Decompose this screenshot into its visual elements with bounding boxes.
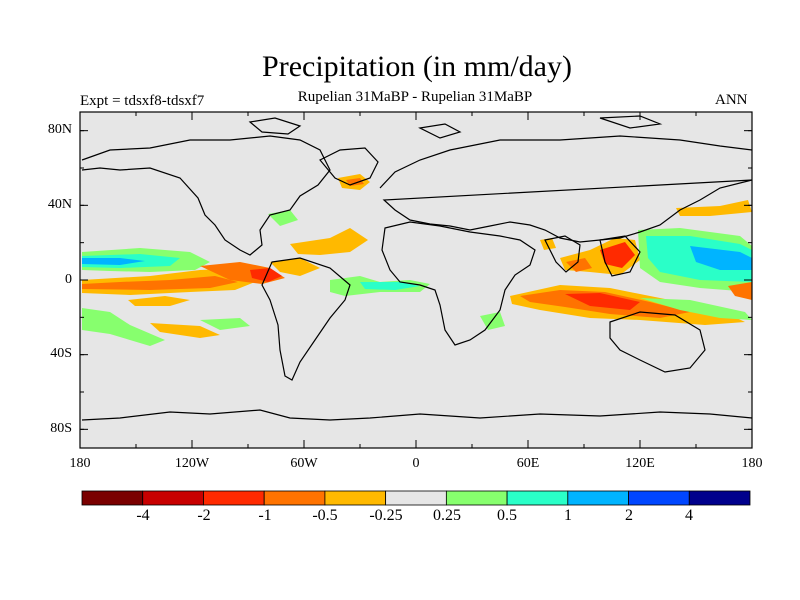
precip-blob-io-deep xyxy=(565,293,640,310)
colorbar-tick-label: 4 xyxy=(685,507,693,524)
colorbar-swatch xyxy=(142,490,204,506)
colorbar-swatch xyxy=(324,490,387,506)
precip-blob-atl-orange xyxy=(290,228,368,255)
colorbar-swatch xyxy=(445,490,508,506)
lon-label-60e: 60E xyxy=(516,456,540,471)
map-panel xyxy=(79,111,753,449)
lat-label-80n: 80N xyxy=(47,122,72,137)
colorbar-swatch xyxy=(628,490,690,506)
lat-label-0: 0 xyxy=(65,272,72,287)
precip-blob-spac-orange2 xyxy=(150,323,220,338)
coast-india xyxy=(544,235,581,273)
colorbar-tick-label: 1 xyxy=(564,507,572,524)
precip-blob-mideast-orange xyxy=(540,238,556,250)
precip-blob-spac-green1 xyxy=(82,308,165,346)
colorbar-swatch xyxy=(567,490,629,506)
colorbar-tick-label: -2 xyxy=(197,507,211,524)
colorbar-swatch xyxy=(203,490,265,506)
coast-se-asia xyxy=(599,235,641,277)
map-ticks xyxy=(79,112,753,448)
precip-blob-wpac-orange xyxy=(676,200,752,216)
precip-blob-eqatl-cyan xyxy=(360,282,420,290)
precip-blob-carib-orange xyxy=(270,258,320,276)
colorbar-tick-label: 2 xyxy=(625,507,633,524)
lon-label-120w: 120W xyxy=(174,456,210,471)
season-label: ANN xyxy=(715,92,748,108)
precip-field xyxy=(82,174,752,346)
coast-greenland xyxy=(319,147,379,186)
coastlines xyxy=(81,115,753,421)
coast-south-america xyxy=(261,257,351,381)
precip-blob-spac-green2 xyxy=(200,318,250,330)
colorbar-tick-label: 0.25 xyxy=(433,507,461,524)
colorbar-tick-label: -4 xyxy=(136,507,150,524)
colorbar-tick-label: 0.5 xyxy=(497,507,517,524)
precip-blob-spac-orange1 xyxy=(128,296,190,306)
coast-north-america xyxy=(81,135,331,256)
colorbar-tick-label: -1 xyxy=(258,507,272,524)
experiment-label: Expt = tdsxf8-tdsxf7 xyxy=(80,93,205,109)
coast-antarctica xyxy=(81,409,753,421)
lon-label-60w: 60W xyxy=(290,456,318,471)
precip-blob-india-red xyxy=(566,258,592,272)
precip-blob-epac-blue2 xyxy=(82,258,145,265)
precip-blob-epac-red xyxy=(82,276,238,290)
colorbar-swatch xyxy=(385,490,447,506)
colorbar xyxy=(81,490,751,506)
precip-blob-greenland-red xyxy=(346,178,364,186)
coast-australia xyxy=(609,311,706,373)
coast-arctic-islands xyxy=(248,115,663,139)
precip-blob-sea-red xyxy=(600,242,635,268)
lon-label-180w: 180 xyxy=(69,456,91,471)
coast-africa xyxy=(381,221,536,346)
lat-label-80s: 80S xyxy=(50,421,72,436)
lon-label-120e: 120E xyxy=(625,456,655,471)
chart-title: Precipitation (in mm/day) xyxy=(262,50,572,83)
colorbar-swatch xyxy=(81,490,144,506)
precip-blob-spcz-green xyxy=(640,298,752,320)
chart-subtitle: Rupelian 31MaBP - Rupelian 31MaBP xyxy=(297,89,533,105)
precip-blob-dateline-orange xyxy=(728,282,752,300)
colorbar-swatch xyxy=(506,490,569,506)
lat-label-40s: 40S xyxy=(50,346,72,361)
colorbar-swatch xyxy=(688,490,751,506)
lat-label-40n: 40N xyxy=(47,197,72,212)
lon-label-0: 0 xyxy=(412,456,420,471)
colorbar-tick-label: -0.25 xyxy=(369,507,403,524)
coast-eurasia xyxy=(379,135,753,243)
lon-label-180e: 180 xyxy=(741,456,763,471)
colorbar-swatch xyxy=(263,490,326,506)
colorbar-tick-label: -0.5 xyxy=(312,507,338,524)
precip-blob-wpac-blue xyxy=(690,246,752,270)
